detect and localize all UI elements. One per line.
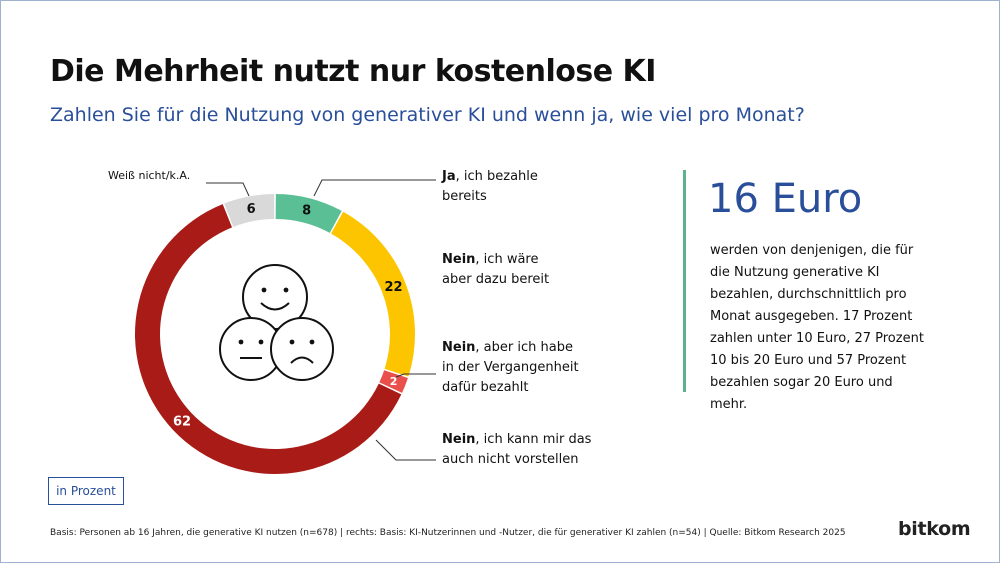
label-bereit: Nein, ich wäre aber dazu bereit xyxy=(442,250,549,290)
label-weiss: Weiß nicht/k.A. xyxy=(108,168,190,184)
bitkom-logo: bitkom xyxy=(898,518,971,540)
value-label-weiss: 6 xyxy=(247,202,256,217)
info-box: 16 Euro werden von denjenigen, die für d… xyxy=(683,170,931,412)
footer-source: Basis: Personen ab 16 Jahren, die genera… xyxy=(50,528,846,538)
label-nie-rest: , ich kann mir das xyxy=(475,432,592,447)
label-weiss-text: Weiß nicht/k.A. xyxy=(108,169,191,182)
leader-line-frueher xyxy=(395,373,436,378)
label-nie-bold: Nein xyxy=(442,432,476,447)
value-label-bereit: 22 xyxy=(384,280,402,295)
label-ja-bold: Ja xyxy=(442,169,456,184)
value-label-nie: 62 xyxy=(173,414,191,429)
value-label-frueher: 2 xyxy=(390,375,398,388)
info-amount: 16 Euro xyxy=(708,176,863,222)
slice-ja xyxy=(275,194,342,233)
label-nie: Nein, ich kann mir das auch nicht vorste… xyxy=(442,430,591,470)
label-ja-rest-2: bereits xyxy=(442,189,487,204)
page-title: Die Mehrheit nutzt nur kostenlose KI xyxy=(50,54,656,89)
slice-weiss xyxy=(224,194,275,227)
label-frueher-rest-3: dafür bezahlt xyxy=(442,380,529,395)
value-label-ja: 8 xyxy=(302,204,311,219)
leader-line-nie xyxy=(375,439,436,461)
label-nie-rest-2: auch nicht vorstellen xyxy=(442,452,579,467)
donut-slices xyxy=(135,194,415,474)
page-subtitle: Zahlen Sie für die Nutzung von generativ… xyxy=(50,104,805,126)
smileys xyxy=(219,264,334,381)
leader-line-weiss xyxy=(206,182,250,197)
label-frueher-bold: Nein xyxy=(442,340,476,355)
info-text: werden von denjenigen, die für die Nutzu… xyxy=(710,243,924,412)
leader-line-ja xyxy=(313,179,436,197)
label-frueher: Nein, aber ich habe in der Vergangenheit… xyxy=(442,338,579,398)
label-ja: Ja, ich bezahle bereits xyxy=(442,167,538,207)
label-ja-rest: , ich bezahle xyxy=(455,169,538,184)
label-bereit-bold: Nein xyxy=(442,252,476,267)
label-bereit-rest: , ich wäre xyxy=(475,252,539,267)
slice-frueher xyxy=(379,370,408,393)
label-frueher-rest-2: in der Vergangenheit xyxy=(442,360,579,375)
leader-lines xyxy=(206,179,436,461)
unit-box: in Prozent xyxy=(48,477,124,505)
label-bereit-rest-2: aber dazu bereit xyxy=(442,272,550,287)
smiley-sad-icon xyxy=(270,317,334,381)
slice-bereit xyxy=(331,211,415,377)
label-frueher-rest: , aber ich habe xyxy=(475,340,573,355)
